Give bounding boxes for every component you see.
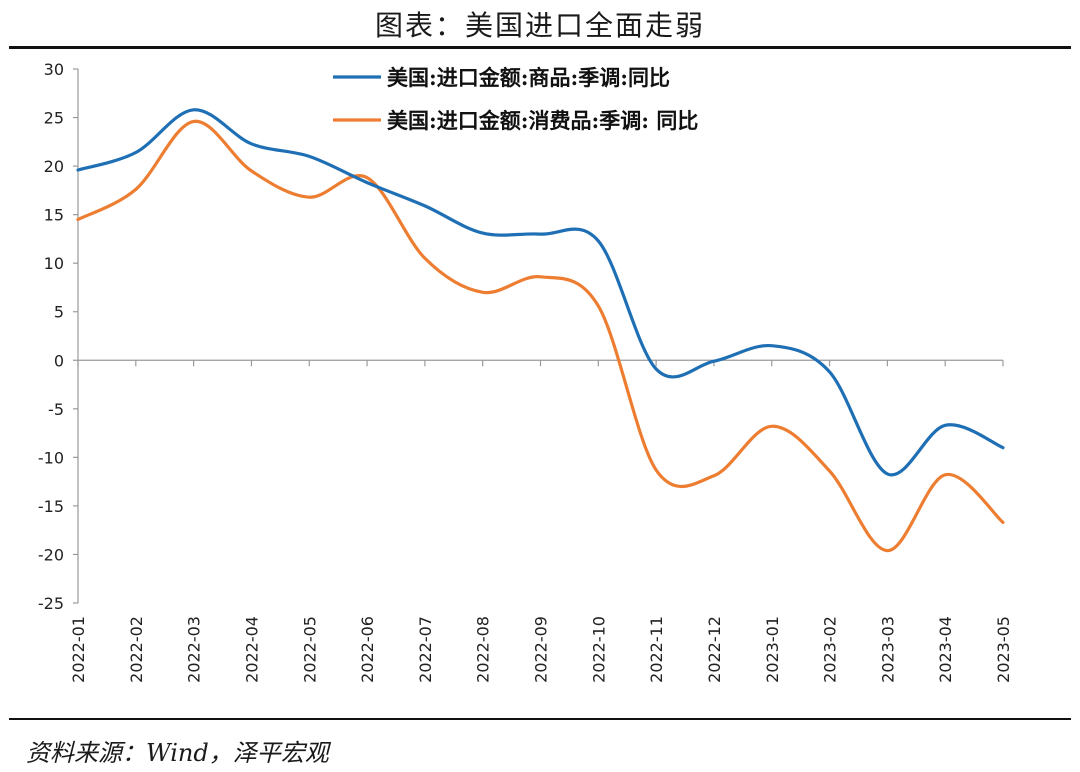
x-tick-label: 2023-01 (763, 616, 782, 683)
x-tick-label: 2022-01 (69, 616, 88, 683)
x-tick-label: 2023-02 (821, 616, 840, 683)
x-tick-label: 2022-11 (647, 616, 666, 683)
y-tick-label: 15 (44, 206, 64, 225)
series-line-1 (76, 108, 1005, 477)
legend-label-2: 美国:进口金额:消费品:季调: 同比 (387, 108, 698, 133)
axes-layer: 30 25 20 15 10 5 0 -5 -10 -15 -20 -25 2022-01 2022-02… (38, 60, 1013, 683)
y-tick-label: -10 (38, 448, 64, 467)
chart-area: 30 25 20 15 10 5 0 -5 -10 -15 -20 -25 2022-01 2022-02… (0, 50, 1080, 718)
x-tick-label: 2022-09 (532, 616, 551, 683)
series-line-2 (76, 119, 1005, 553)
x-tick-label: 2022-03 (185, 616, 204, 683)
top-rule (9, 46, 1071, 49)
y-tick-label: -5 (48, 400, 64, 419)
x-tick-label: 2022-02 (127, 616, 146, 683)
y-tick-label: 20 (44, 157, 64, 176)
y-tick-label: -25 (38, 594, 64, 613)
x-tick-label: 2022-07 (416, 616, 435, 683)
x-tick-label: 2022-06 (358, 616, 377, 683)
y-tick-label: 30 (44, 60, 64, 79)
x-tick-label: 2022-10 (589, 616, 608, 683)
x-tick-label: 2022-04 (242, 616, 261, 683)
y-tick-label: 10 (44, 254, 64, 273)
x-tick-label: 2022-08 (474, 616, 493, 683)
line-chart: 30 25 20 15 10 5 0 -5 -10 -15 -20 -25 2022-01 2022-02… (38, 60, 1013, 683)
y-tick-label: -15 (38, 497, 64, 516)
x-tick-label: 2023-04 (936, 616, 955, 683)
y-tick-label: 25 (44, 109, 64, 128)
figure-title: 图表：美国进口全面走弱 (374, 9, 705, 42)
y-tick-label: -20 (38, 545, 64, 564)
legend-label-1: 美国:进口金额:商品:季调:同比 (387, 65, 670, 90)
x-tick-label: 2023-03 (878, 616, 897, 683)
x-tick-label: 2022-12 (705, 616, 724, 683)
source-note: 资料来源：Wind，泽平宏观 (26, 739, 329, 767)
x-tick-label: 2022-05 (300, 616, 319, 683)
bottom-rule (9, 718, 1071, 720)
x-tick-label: 2023-05 (994, 616, 1013, 683)
y-tick-label: 5 (54, 303, 64, 322)
series-layer (76, 108, 1005, 553)
y-tick-label: 0 (54, 351, 64, 370)
